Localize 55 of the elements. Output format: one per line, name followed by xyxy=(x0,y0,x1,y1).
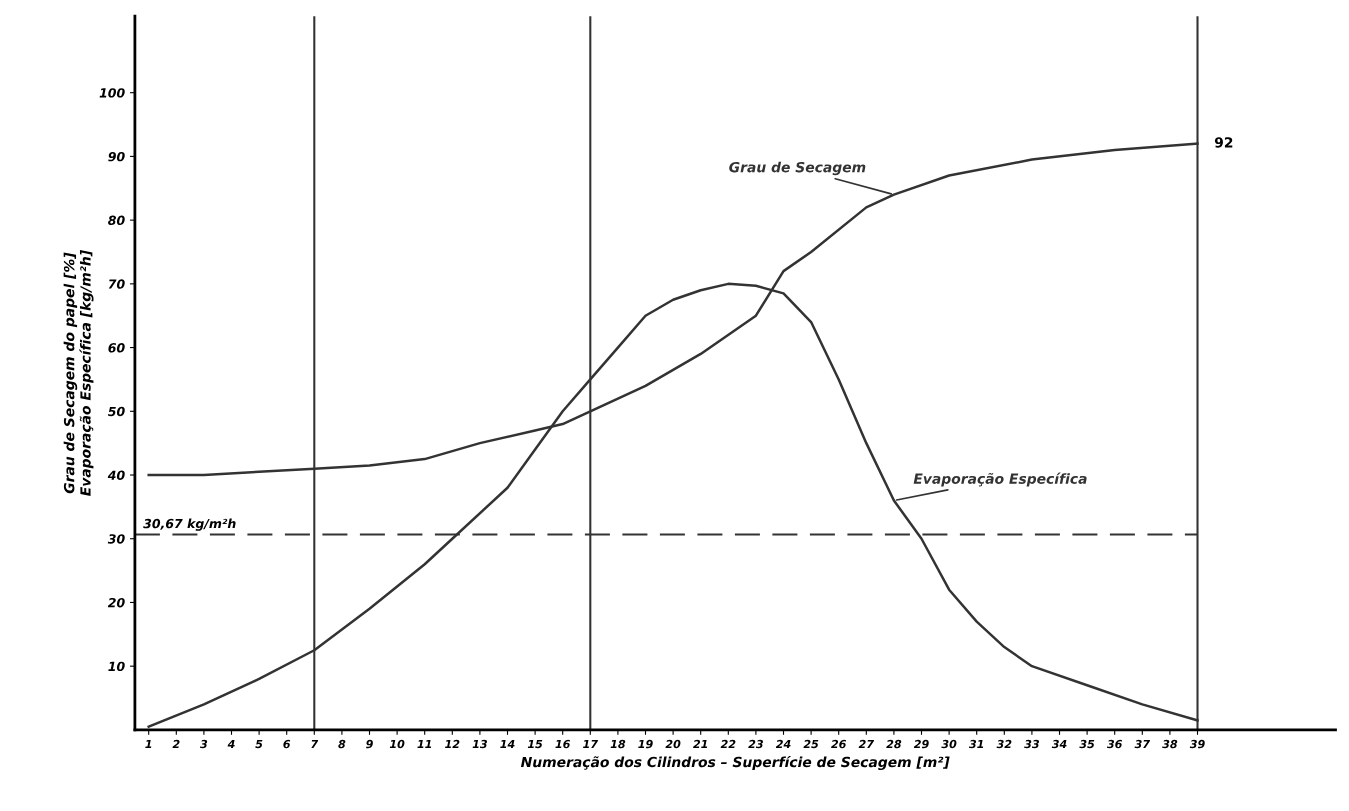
x-tick-label: 34 xyxy=(1051,739,1067,749)
y-tick-label: 30 xyxy=(107,534,125,544)
x-tick-label: 32 xyxy=(996,739,1012,749)
x-tick-label: 19 xyxy=(638,739,653,749)
y-tick-label: 50 xyxy=(107,406,125,417)
x-tick-label: 18 xyxy=(610,739,626,749)
y-tick-label: 100 xyxy=(99,88,125,98)
x-tick-label: 16 xyxy=(555,739,571,749)
y-tick-label: 70 xyxy=(108,279,125,289)
y-tick-label: 60 xyxy=(108,343,125,353)
x-tick-label: 1 xyxy=(145,739,152,749)
x-tick-label: 12 xyxy=(445,739,460,749)
x-tick-label: 26 xyxy=(831,739,847,749)
x-tick-label: 17 xyxy=(583,739,599,749)
x-tick-label: 23 xyxy=(748,739,763,749)
x-tick-label: 20 xyxy=(665,739,681,749)
x-tick-label: 36 xyxy=(1106,739,1123,749)
x-tick-label: 14 xyxy=(500,739,515,749)
x-tick-label: 24 xyxy=(775,739,791,749)
x-tick-label: 10 xyxy=(389,739,405,749)
y-tick-label: 90 xyxy=(108,151,125,162)
x-tick-label: 25 xyxy=(803,739,819,749)
x-tick-label: 37 xyxy=(1134,739,1151,749)
series-label: Evaporação Específica xyxy=(913,472,1087,487)
annotation: 92 xyxy=(1214,137,1233,148)
x-tick-label: 15 xyxy=(527,739,543,749)
x-tick-label: 29 xyxy=(913,739,929,749)
x-tick-label: 35 xyxy=(1079,739,1095,749)
y-tick-label: 20 xyxy=(107,597,125,608)
x-tick-label: 4 xyxy=(227,739,235,749)
x-tick-label: 31 xyxy=(968,739,984,749)
x-tick-label: 3 xyxy=(200,739,208,749)
x-tick-label: 5 xyxy=(255,739,263,749)
x-tick-label: 7 xyxy=(311,739,319,749)
x-tick-label: 39 xyxy=(1189,739,1205,749)
x-tick-label: 11 xyxy=(417,739,432,749)
x-axis-title: Numeração dos Cilindros – Superfície de Secagem [m²] xyxy=(520,755,950,771)
x-tick-label: 21 xyxy=(693,739,708,749)
y-tick-label: 10 xyxy=(108,661,125,672)
y-axis-title: Grau de Secagem do papel [%] Evaporação Específica [kg/m²h] xyxy=(63,250,94,496)
x-tick-label: 33 xyxy=(1024,739,1039,749)
y-tick-label: 80 xyxy=(108,215,125,226)
ref-line-label: 30,67 kg/m²h xyxy=(143,518,236,531)
x-tick-label: 22 xyxy=(720,739,736,749)
x-tick-label: 13 xyxy=(472,739,487,749)
x-tick-label: 30 xyxy=(941,739,957,749)
x-tick-label: 28 xyxy=(886,739,902,749)
text: Grau de Secagem xyxy=(729,161,866,176)
x-tick-label: 2 xyxy=(172,739,180,749)
x-tick-label: 38 xyxy=(1162,739,1178,749)
x-tick-label: 27 xyxy=(858,739,875,749)
x-tick-label: 6 xyxy=(283,739,291,749)
x-tick-label: 9 xyxy=(366,739,373,749)
x-tick-label: 8 xyxy=(338,739,346,749)
y-tick-label: 40 xyxy=(107,470,125,480)
